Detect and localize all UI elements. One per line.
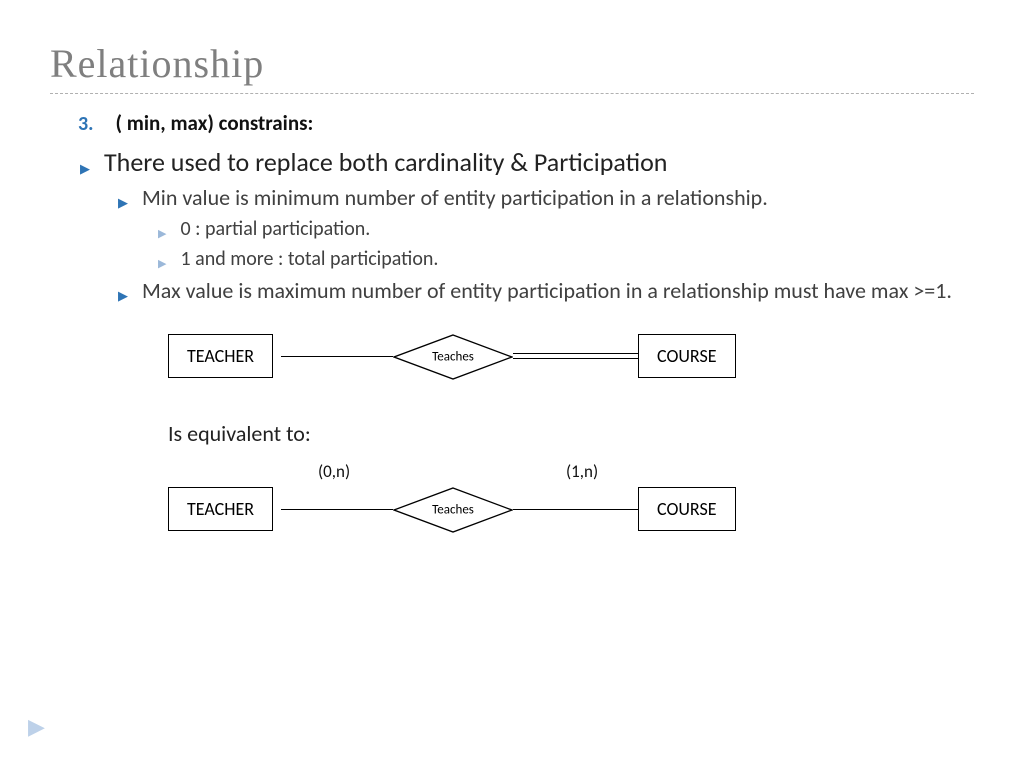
bullet-marker-icon: ▶ xyxy=(80,163,90,176)
bullet-text: Min value is minimum number of entity pa… xyxy=(142,184,768,211)
list-heading: ( min, max) constrains: xyxy=(115,110,313,136)
cardinality-left: (0,n) xyxy=(318,461,350,482)
entity-teacher: TEACHER xyxy=(168,334,273,378)
bullet-level0: ▶ There used to replace both cardinality… xyxy=(80,146,974,178)
connector-line-right xyxy=(513,509,638,510)
connector-double-line-right xyxy=(513,353,638,359)
bullet-text: 0 : partial participation. xyxy=(180,217,370,241)
bullet-level2: ▶ 0 : partial participation. xyxy=(158,217,974,241)
er-diagram-2: (0,n) (1,n) TEACHER Teaches COURSE xyxy=(168,461,974,551)
relationship-label: Teaches xyxy=(432,350,474,365)
bullet-level1: ▶ Min value is minimum number of entity … xyxy=(118,184,974,211)
bullet-text: There used to replace both cardinality &… xyxy=(104,146,667,178)
slide-container: Relationship 3. ( min, max) constrains: … xyxy=(0,0,1024,768)
relationship-diamond: Teaches xyxy=(393,487,513,533)
slide-title: Relationship xyxy=(50,40,974,87)
entity-course: COURSE xyxy=(638,487,736,531)
bullet-level1: ▶ Max value is maximum number of entity … xyxy=(118,277,974,304)
connector-line-left xyxy=(281,356,393,357)
bullet-text: 1 and more : total participation. xyxy=(180,247,438,271)
numbered-heading: 3. ( min, max) constrains: xyxy=(78,110,974,136)
entity-course: COURSE xyxy=(638,334,736,378)
bullet-marker-icon: ▶ xyxy=(158,258,166,269)
er-diagram-1: TEACHER Teaches COURSE xyxy=(168,322,974,392)
connector-line-left xyxy=(281,509,393,510)
bullet-marker-icon: ▶ xyxy=(158,228,166,239)
bullet-marker-icon: ▶ xyxy=(118,197,128,210)
slide-corner-arrow-icon: ▶ xyxy=(28,713,45,740)
bullet-level2: ▶ 1 and more : total participation. xyxy=(158,247,974,271)
entity-teacher: TEACHER xyxy=(168,487,273,531)
bullet-marker-icon: ▶ xyxy=(118,290,128,303)
equivalent-text: Is equivalent to: xyxy=(168,420,974,447)
relationship-label: Teaches xyxy=(432,503,474,518)
list-number: 3. xyxy=(78,112,93,136)
cardinality-right: (1,n) xyxy=(566,461,598,482)
relationship-diamond: Teaches xyxy=(393,334,513,380)
title-divider xyxy=(50,93,974,94)
bullet-text: Max value is maximum number of entity pa… xyxy=(142,277,952,304)
